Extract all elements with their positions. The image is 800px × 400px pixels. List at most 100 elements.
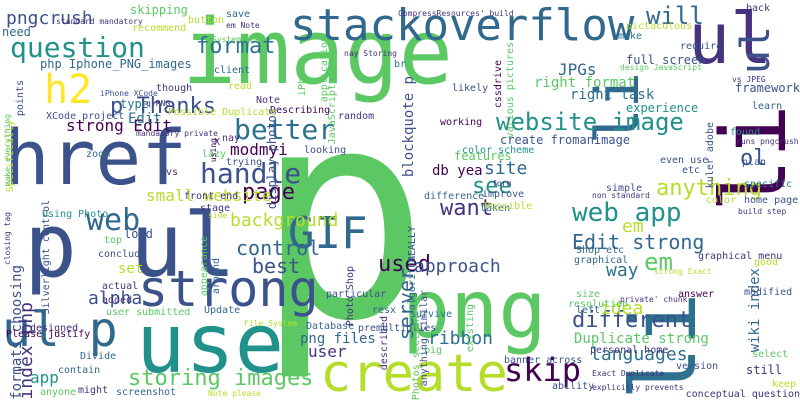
cloud-word: taken — [480, 203, 511, 214]
cloud-word: graphical — [574, 255, 629, 266]
cloud-word: p — [255, 48, 430, 385]
cloud-word: big — [424, 345, 443, 356]
cloud-word: trying — [226, 157, 263, 168]
cloud-word: design JavaScript — [620, 63, 702, 72]
cloud-word: specific — [744, 179, 793, 190]
cloud-word: front end — [184, 191, 239, 202]
cloud-word: private' chunk — [620, 295, 688, 304]
cloud-word: web — [86, 203, 141, 238]
cloud-word: Please justify — [6, 329, 91, 340]
cloud-word: need — [2, 25, 31, 39]
cloud-word: png files — [300, 331, 376, 347]
cloud-word: anything similar — [419, 290, 430, 387]
cloud-word: ability — [552, 381, 595, 392]
cloud-word: create fromanimage — [500, 133, 631, 147]
cloud-word: Exact Duplicate — [592, 369, 665, 378]
cloud-word: non standard — [592, 191, 650, 200]
cloud-word: System one — [212, 35, 261, 44]
cloud-word: p Thanks — [110, 94, 216, 119]
cloud-word: build step — [738, 207, 787, 216]
cloud-word: existing — [465, 304, 476, 353]
cloud-word: described — [379, 316, 390, 371]
cloud-word: Edit strong — [572, 230, 705, 254]
cloud-word: size — [576, 289, 601, 300]
cloud-word: color scheme — [462, 145, 535, 156]
cloud-word: improve — [482, 189, 525, 200]
cloud-word: Using Photo — [42, 209, 109, 220]
cloud-word: php Iphone_PNG_images — [40, 57, 192, 71]
cloud-word: answer — [678, 289, 715, 300]
cloud-word: graphical menu — [698, 251, 783, 262]
cloud-word: Photo Shop — [345, 266, 356, 327]
cloud-word: site — [484, 158, 528, 179]
cloud-word: left — [576, 305, 601, 316]
cloud-word: image — [182, 0, 453, 105]
cloud-word: vs — [166, 167, 179, 178]
cloud-word: stackoverflow — [290, 0, 635, 51]
cloud-word: create — [320, 344, 508, 400]
cloud-word: still — [746, 363, 783, 377]
cloud-word: one — [324, 299, 343, 310]
cloud-word: Divide — [80, 351, 117, 362]
cloud-word: runs pngcrush — [736, 137, 799, 146]
cloud-word: personal home — [590, 345, 669, 356]
cloud-word: Update — [204, 305, 241, 316]
cloud-word: experience — [626, 101, 699, 115]
cloud-word: closing tag — [3, 212, 12, 265]
cloud-word: added — [102, 295, 133, 306]
cloud-word: JPGs — [558, 60, 597, 79]
cloud-word: found — [730, 127, 761, 138]
cloud-word: select — [752, 349, 789, 360]
cloud-word: require — [680, 41, 723, 52]
cloud-word: iPhone — [297, 60, 308, 97]
cloud-word: simple — [606, 183, 643, 194]
cloud-word: br — [394, 59, 407, 70]
cloud-word: ul p — [2, 302, 118, 358]
cloud-word: skipping — [130, 3, 188, 17]
cloud-word: languages — [590, 344, 688, 365]
cloud-word: em — [644, 248, 673, 276]
cloud-word: learn — [752, 101, 783, 112]
cloud-word: want — [440, 196, 493, 221]
cloud-word: appearance — [199, 236, 210, 297]
cloud-word: anything — [656, 176, 762, 201]
cloud-word: pictaculous — [626, 21, 693, 32]
cloud-word: version — [676, 361, 719, 372]
cloud-word: explicitly prevents — [592, 383, 684, 392]
cloud-word: question — [10, 31, 145, 64]
cloud-word: ul — [733, 26, 779, 75]
cloud-word: full screen — [626, 53, 706, 67]
cloud-word: right task — [570, 87, 655, 103]
cloud-word: ul — [688, 0, 773, 80]
cloud-word: Note please — [208, 389, 261, 398]
cloud-word: right format — [534, 75, 636, 91]
cloud-word: Edit — [128, 111, 162, 127]
cloud-word: designed — [30, 323, 79, 334]
cloud-word: modmyi — [230, 140, 288, 159]
cloud-word: form — [492, 179, 512, 188]
cloud-word: strong Edit — [66, 116, 172, 135]
cloud-word: CompressResources' build — [398, 9, 514, 18]
cloud-word: top — [104, 235, 123, 246]
cloud-word: user submitted — [106, 307, 191, 318]
cloud-word: pngcrush — [6, 8, 93, 29]
cloud-word: png — [402, 263, 547, 356]
cloud-word: app — [30, 368, 59, 387]
cloud-word: skip — [504, 351, 582, 389]
cloud-word: using — [209, 138, 218, 163]
cloud-word: conclude — [98, 249, 147, 260]
cloud-word: different — [572, 308, 692, 333]
cloud-word: GIF — [288, 208, 368, 259]
cloud-word: screenshot — [116, 387, 177, 398]
cloud-word: features — [454, 149, 512, 163]
cloud-word: Describing — [270, 105, 331, 116]
cloud-word: etc — [682, 165, 701, 176]
cloud-word: X — [214, 137, 221, 148]
cloud-word: Shop etc — [576, 245, 625, 256]
cloud-word: idea — [600, 298, 644, 319]
cloud-word: href — [4, 113, 188, 202]
cloud-word: premultiplies — [358, 323, 437, 334]
cloud-word: plan — [742, 157, 767, 168]
cloud-word: used — [378, 252, 431, 277]
